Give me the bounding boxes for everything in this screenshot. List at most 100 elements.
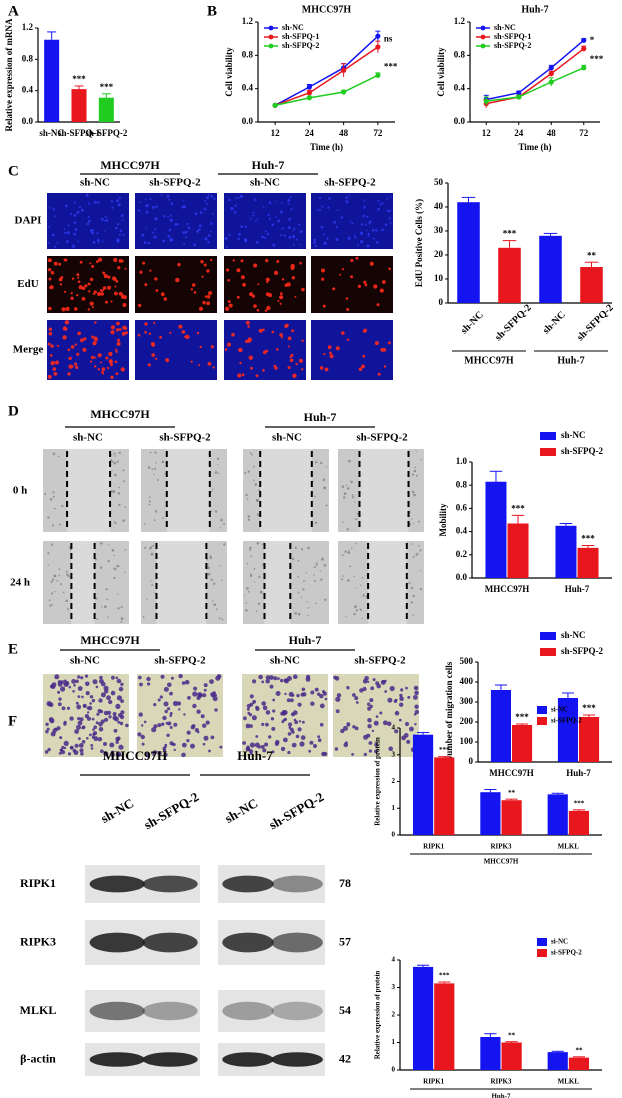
cell (116, 564, 120, 568)
cell (388, 746, 394, 751)
cell (88, 290, 91, 293)
cell (249, 217, 252, 220)
cell (198, 306, 204, 311)
bar (579, 717, 600, 762)
cell (110, 490, 114, 493)
cell (279, 295, 284, 300)
cell (118, 486, 120, 489)
legend-label: si-NC (551, 938, 568, 946)
cell (300, 735, 306, 740)
bar (434, 757, 455, 835)
cell (70, 296, 74, 300)
cell (119, 714, 125, 720)
cell (161, 722, 165, 726)
cell (204, 237, 208, 241)
cell (108, 359, 113, 364)
cell (234, 197, 237, 200)
cell (105, 588, 108, 591)
cell (62, 335, 67, 340)
cell (80, 676, 84, 680)
cell (360, 584, 362, 586)
cell (67, 574, 70, 578)
cell (335, 346, 340, 351)
cell (163, 752, 168, 757)
cell (212, 600, 214, 602)
cell (70, 292, 73, 295)
cell (283, 737, 288, 743)
cell (285, 323, 289, 328)
cell (159, 335, 163, 339)
cell (350, 258, 354, 263)
cell (379, 711, 383, 715)
cell (413, 685, 419, 691)
cell (203, 263, 207, 267)
point (548, 65, 554, 71)
cell (365, 223, 367, 226)
cell (287, 366, 291, 370)
x-tick-label: MHCC97H (489, 768, 534, 778)
cell (84, 714, 89, 719)
cell (412, 594, 415, 598)
cell (87, 219, 91, 223)
cell (215, 608, 218, 611)
bar (490, 690, 511, 762)
cell (273, 364, 277, 368)
y-tick-label: 500 (460, 656, 474, 666)
cell (366, 733, 371, 738)
cell (50, 684, 54, 689)
cell (145, 210, 149, 214)
cell (314, 521, 318, 524)
cell (360, 233, 363, 236)
blot-band (89, 875, 145, 893)
cell (247, 325, 250, 328)
cell (70, 746, 73, 750)
cell (244, 472, 247, 474)
cell (82, 347, 87, 352)
column-label: sh-SFPQ-2 (354, 655, 406, 667)
cell (310, 690, 315, 695)
y-axis-label: Number of migration cells (444, 661, 454, 762)
cell (252, 211, 255, 214)
cell (91, 698, 96, 703)
point (581, 37, 587, 43)
x-tick-label: 24 (305, 128, 315, 138)
cell (155, 205, 158, 208)
chart-title: MHCC97H (302, 4, 352, 15)
cell (251, 453, 253, 456)
cell (404, 721, 410, 727)
bar (580, 267, 603, 303)
point (306, 90, 312, 96)
cell (153, 235, 157, 239)
cell (237, 237, 240, 241)
bar (98, 97, 114, 122)
cell (143, 241, 147, 245)
blot-band (142, 1052, 198, 1067)
y-tick-label: 50 (434, 177, 444, 187)
cell (111, 454, 113, 456)
cell (73, 214, 77, 217)
cell (388, 267, 391, 271)
cell (319, 703, 325, 709)
cell (349, 565, 352, 568)
wound-gap (166, 449, 210, 532)
cell (252, 679, 257, 684)
cell (117, 492, 121, 495)
cell (58, 262, 62, 266)
cell (210, 735, 215, 740)
chart-title: Huh-7 (521, 4, 548, 15)
cell (76, 352, 80, 356)
cell (176, 701, 182, 706)
cell (107, 710, 112, 715)
x-axis-label: MHCC97H (484, 858, 519, 866)
cell (94, 365, 97, 368)
cell (89, 277, 94, 282)
legend-label: sh-NC (561, 430, 586, 440)
cell (275, 739, 280, 745)
cell (104, 605, 107, 609)
cell (198, 228, 201, 231)
cell (344, 550, 347, 553)
cell (290, 263, 295, 269)
cell (321, 277, 325, 281)
cell (78, 331, 81, 335)
legend-swatch (540, 648, 556, 656)
